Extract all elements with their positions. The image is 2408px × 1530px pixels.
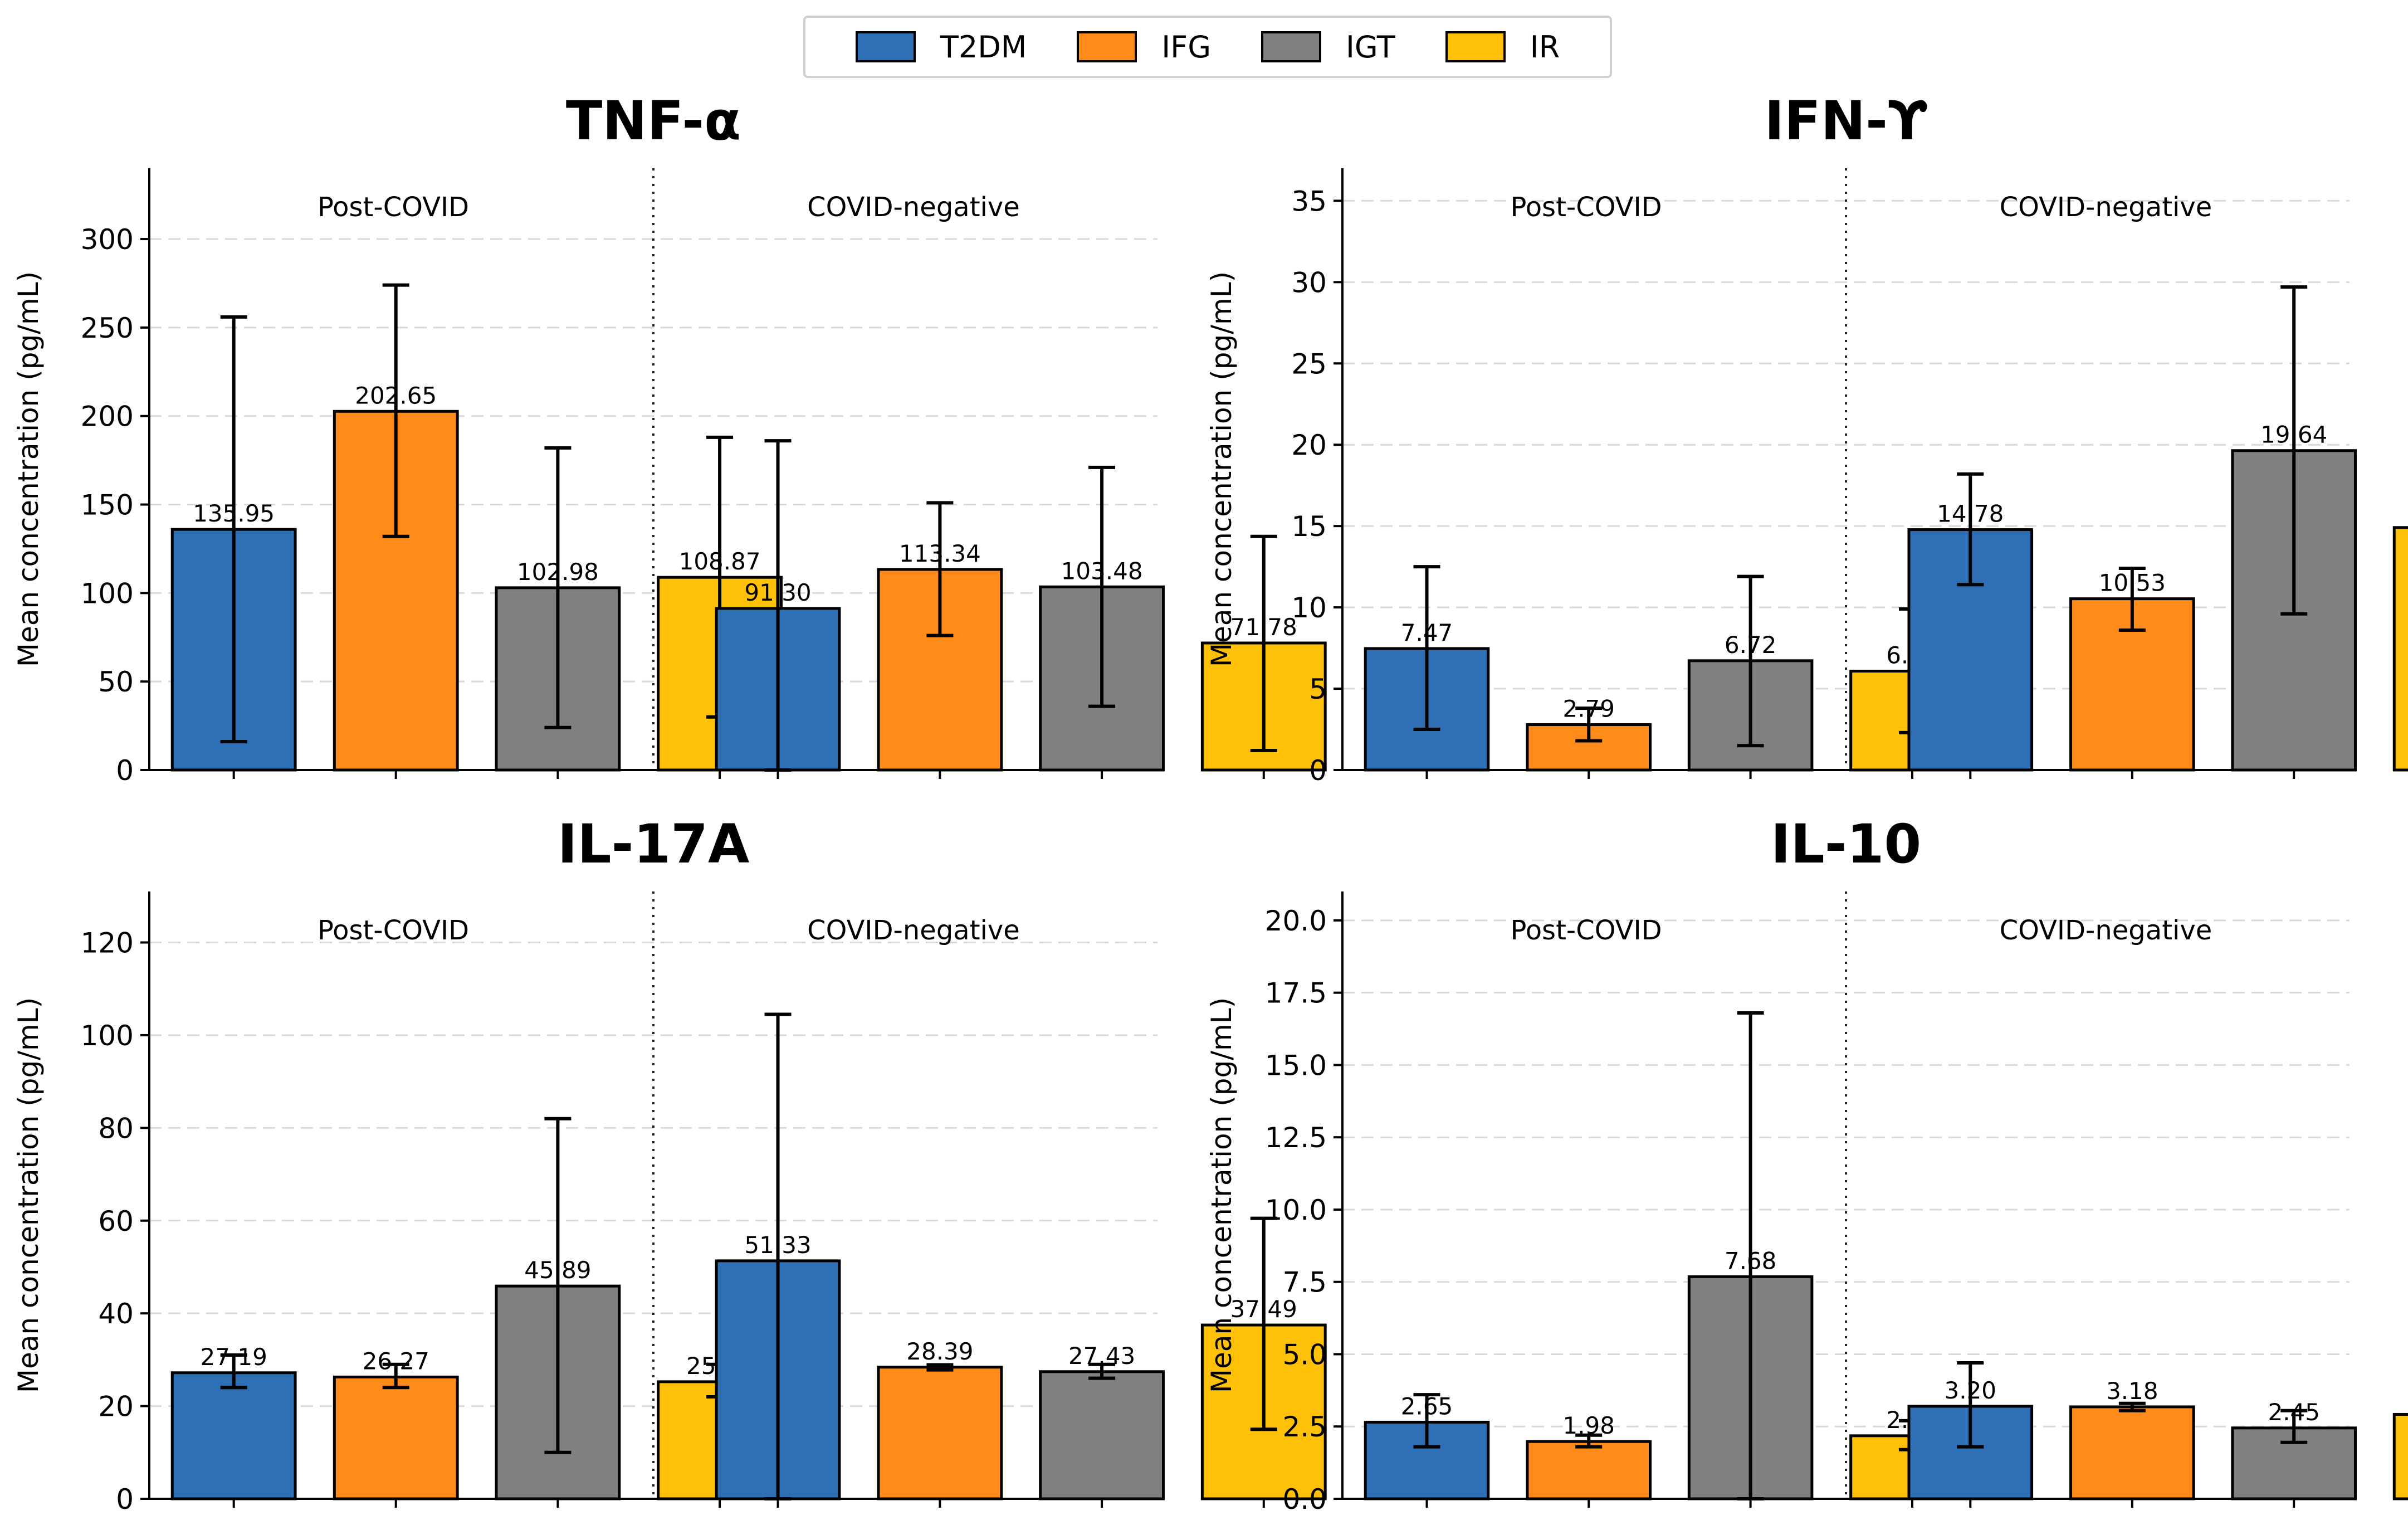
legend-item-t2dm: T2DM	[855, 29, 1027, 65]
il10-y-tick-label: 0.0	[1282, 1483, 1327, 1516]
tnf-data-label: 113.34	[899, 540, 981, 567]
il17a-y-tick-label: 80	[98, 1112, 134, 1144]
ifn-data-label: 10.53	[2099, 569, 2166, 597]
legend: T2DM IFG IGT IR	[803, 16, 1612, 78]
tnf-group-label: COVID-negative	[807, 192, 1020, 223]
il17a-bar-covid-negative-igt	[1039, 1370, 1165, 1500]
legend-label-ifg: IFG	[1161, 29, 1212, 65]
il10-y-tick-label: 7.5	[1282, 1266, 1327, 1299]
il10-bar-covid-negative-ir	[2392, 1412, 2408, 1500]
tnf-data-label: 135.95	[193, 500, 275, 527]
tnf-y-tick-label: 150	[81, 489, 134, 522]
tnf-data-label: 103.48	[1061, 557, 1143, 584]
tnf-data-label: 102.98	[517, 558, 599, 586]
il10-y-tick-label: 15.0	[1265, 1049, 1327, 1081]
il10-title: IL-10	[1771, 813, 1921, 875]
il10-y-tick-label: 20.0	[1265, 905, 1327, 937]
il17a-y-tick-label: 60	[98, 1205, 134, 1237]
ifn-data-label: 19.64	[2260, 421, 2327, 449]
il17a-data-label: 27.19	[201, 1343, 267, 1371]
tnf-y-tick-label: 250	[81, 312, 134, 344]
il17a-bar-covid-negative-ifg	[877, 1366, 1003, 1500]
il17a-bar-post-covid-ifg	[333, 1375, 459, 1500]
ifn-y-tick-label: 5	[1309, 673, 1327, 705]
ifn-y-tick-label: 10	[1291, 592, 1327, 624]
il10-data-label: 3.18	[2106, 1377, 2158, 1405]
ifn-y-tick-label: 25	[1291, 348, 1327, 380]
tnf-y-tick-label: 0	[116, 754, 134, 787]
legend-swatch-ifg	[1077, 31, 1137, 62]
il17a-data-label: 28.39	[906, 1338, 973, 1365]
ifn-data-label: 6.72	[1725, 631, 1777, 659]
il17a-group-label: COVID-negative	[807, 915, 1020, 946]
il17a-y-tick-label: 100	[81, 1020, 134, 1052]
ifn-y-tick-label: 30	[1291, 266, 1327, 299]
legend-item-igt: IGT	[1261, 30, 1395, 65]
ifn-y-tick-label: 20	[1291, 429, 1327, 461]
il17a-data-label: 45.89	[524, 1256, 591, 1284]
ifn-title: IFN-ϒ	[1764, 90, 1928, 152]
tnf-title: TNF-α	[566, 90, 741, 152]
il10-data-label: 7.68	[1725, 1247, 1777, 1274]
il10-y-tick-label: 2.5	[1282, 1411, 1327, 1443]
il10-group-label: COVID-negative	[2000, 915, 2212, 946]
il10-bar-covid-negative-ifg	[2069, 1405, 2195, 1500]
il10-data-label: 2.45	[2268, 1399, 2320, 1426]
tnf-data-label: 108.87	[679, 548, 761, 575]
il10-data-label: 2.65	[1401, 1392, 1453, 1420]
tnf-data-label: 202.65	[355, 382, 437, 409]
legend-swatch-ir	[1445, 31, 1506, 62]
il17a-bar-post-covid-t2dm	[170, 1371, 297, 1500]
il10-y-tick-label: 5.0	[1282, 1338, 1327, 1371]
il17a-y-tick-label: 120	[81, 927, 134, 959]
il17a-data-label: 26.27	[363, 1347, 429, 1375]
il10-y-axis-label: Mean concentration (pg/mL)	[1205, 997, 1238, 1393]
tnf-y-tick-label: 200	[81, 401, 134, 433]
legend-label-igt: IGT	[1345, 29, 1395, 65]
il17a-data-label: 27.43	[1068, 1342, 1135, 1370]
il17a-y-tick-label: 0	[116, 1483, 134, 1516]
ifn-y-tick-label: 15	[1291, 510, 1327, 543]
ifn-bar-covid-negative-ir	[2392, 526, 2408, 772]
ifn-y-tick-label: 0	[1309, 754, 1327, 787]
il17a-title: IL-17A	[558, 813, 750, 875]
il10-data-label: 3.20	[1945, 1377, 1997, 1404]
il10-y-tick-label: 12.5	[1265, 1122, 1327, 1154]
legend-item-ifg: IFG	[1077, 30, 1211, 65]
il10-y-tick-label: 17.5	[1265, 977, 1327, 1010]
tnf-data-label: 91.30	[744, 579, 811, 606]
ifn-data-label: 14.78	[1937, 500, 2004, 528]
il17a-y-tick-label: 40	[98, 1298, 134, 1330]
ifn-group-label: Post-COVID	[1510, 192, 1662, 223]
legend-item-ir: IR	[1445, 30, 1560, 65]
tnf-y-tick-label: 300	[81, 223, 134, 256]
il17a-data-label: 37.49	[1230, 1295, 1297, 1323]
il17a-data-label: 51.33	[744, 1231, 811, 1259]
legend-swatch-igt	[1261, 31, 1321, 62]
tnf-y-axis-label: Mean concentration (pg/mL)	[12, 271, 45, 667]
ifn-data-label: 2.79	[1562, 695, 1615, 723]
ifn-y-tick-label: 35	[1291, 185, 1327, 217]
ifn-group-label: COVID-negative	[2000, 192, 2212, 223]
il17a-group-label: Post-COVID	[318, 915, 469, 946]
il10-group-label: Post-COVID	[1510, 915, 1662, 946]
tnf-y-tick-label: 100	[81, 577, 134, 610]
tnf-group-label: Post-COVID	[318, 192, 469, 223]
il10-bar-post-covid-ifg	[1526, 1440, 1652, 1500]
il10-data-label: 1.98	[1562, 1412, 1615, 1439]
tnf-data-label: 71.78	[1230, 613, 1297, 641]
tnf-y-tick-label: 50	[98, 666, 134, 698]
il10-y-tick-label: 10.0	[1265, 1194, 1327, 1226]
ifn-data-label: 7.47	[1401, 619, 1453, 646]
il17a-y-axis-label: Mean concentration (pg/mL)	[12, 997, 45, 1393]
legend-swatch-t2dm	[855, 31, 916, 62]
legend-label-t2dm: T2DM	[940, 29, 1027, 65]
il17a-y-tick-label: 20	[98, 1391, 134, 1423]
ifn-y-axis-label: Mean concentration (pg/mL)	[1205, 271, 1238, 667]
legend-label-ir: IR	[1530, 29, 1560, 65]
